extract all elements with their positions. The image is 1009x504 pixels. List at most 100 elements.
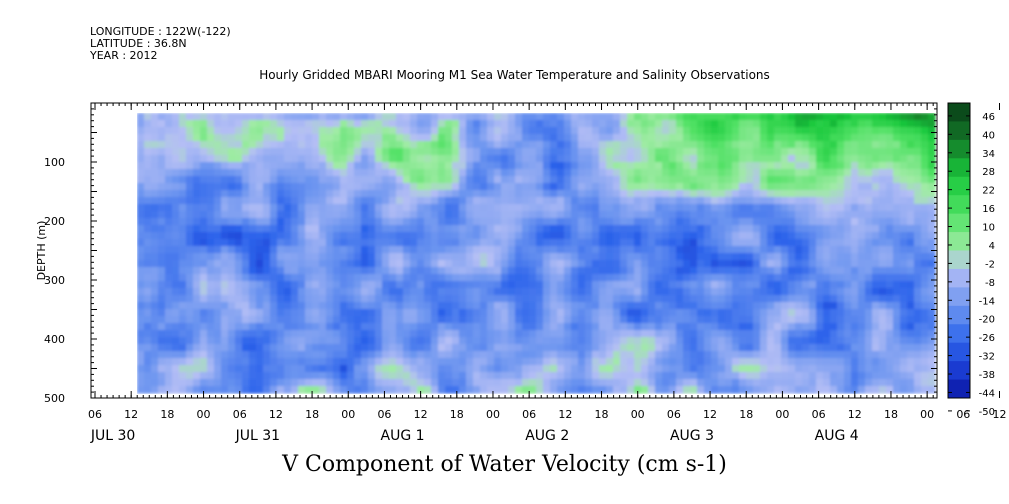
heatmap-cell [158, 302, 166, 310]
heatmap-cell [550, 169, 558, 177]
heatmap-cell [501, 302, 509, 310]
heatmap-cell [207, 225, 215, 233]
heatmap-cell [151, 337, 159, 345]
heatmap-cell [606, 288, 614, 296]
heatmap-cell [788, 204, 796, 212]
heatmap-cell [277, 190, 285, 198]
heatmap-cell [599, 246, 607, 254]
heatmap-cell [515, 344, 523, 352]
heatmap-cell [144, 351, 152, 359]
heatmap-cell [473, 169, 481, 177]
heatmap-cell [830, 316, 838, 324]
heatmap-cell [368, 162, 376, 170]
axes: 06 12 18 00 06 12 18 00 06 12 18 00 06 12 18 00 06 12 18 00… [35, 102, 1007, 444]
heatmap-cell [151, 134, 159, 142]
heatmap-cell [529, 260, 537, 268]
heatmap-cell [445, 246, 453, 254]
heatmap-cell [774, 197, 782, 205]
heatmap-cell [781, 267, 789, 275]
heatmap-cell [389, 267, 397, 275]
heatmap-cell [858, 267, 866, 275]
heatmap-cell [459, 344, 467, 352]
heatmap-cell [319, 155, 327, 163]
heatmap-cell [564, 239, 572, 247]
heatmap-cell [193, 274, 201, 282]
heatmap-cell [739, 155, 747, 163]
heatmap-cell [396, 337, 404, 345]
heatmap-cell [368, 330, 376, 338]
heatmap-cell [655, 197, 663, 205]
heatmap-cell [760, 309, 768, 317]
heatmap-cell [298, 190, 306, 198]
heatmap-cell [676, 337, 684, 345]
heatmap-cell [172, 211, 180, 219]
heatmap-cell [298, 176, 306, 184]
heatmap-cell [137, 274, 145, 282]
heatmap-cell [928, 260, 936, 268]
heatmap-cell [928, 323, 936, 331]
heatmap-cell [578, 281, 586, 289]
heatmap-cell [690, 183, 698, 191]
heatmap-cell [172, 323, 180, 331]
heatmap-cell [270, 190, 278, 198]
heatmap-cell [424, 288, 432, 296]
heatmap-cell [669, 127, 677, 135]
heatmap-cell [697, 232, 705, 240]
heatmap-cell [319, 134, 327, 142]
heatmap-cell [508, 365, 516, 373]
heatmap-cell [718, 162, 726, 170]
heatmap-cell [305, 183, 313, 191]
heatmap-cell [613, 267, 621, 275]
heatmap-cell [872, 330, 880, 338]
heatmap-cell [284, 253, 292, 261]
heatmap-cell [802, 295, 810, 303]
heatmap-cell [340, 169, 348, 177]
heatmap-cell [809, 141, 817, 149]
heatmap-cell [522, 155, 530, 163]
heatmap-cell [277, 365, 285, 373]
heatmap-cell [851, 183, 859, 191]
heatmap-cell [613, 337, 621, 345]
heatmap-cell [487, 288, 495, 296]
heatmap-cell [592, 337, 600, 345]
heatmap-cell [599, 253, 607, 261]
heatmap-cell [340, 295, 348, 303]
heatmap-cell [158, 316, 166, 324]
heatmap-cell [753, 162, 761, 170]
heatmap-cell [508, 232, 516, 240]
heatmap-cell [578, 183, 586, 191]
heatmap-cell [879, 155, 887, 163]
heatmap-cell [683, 134, 691, 142]
heatmap-cell [515, 148, 523, 156]
heatmap-cell [403, 316, 411, 324]
heatmap-cell [389, 253, 397, 261]
heatmap-cell [487, 155, 495, 163]
heatmap-cell [816, 169, 824, 177]
heatmap-cell [606, 323, 614, 331]
heatmap-cell [893, 120, 901, 128]
heatmap-cell [277, 113, 285, 121]
heatmap-cell [165, 225, 173, 233]
heatmap-cell [809, 337, 817, 345]
x-tick-label: 12 [703, 408, 717, 421]
heatmap-cell [207, 253, 215, 261]
heatmap-cell [291, 141, 299, 149]
heatmap-cell [263, 302, 271, 310]
heatmap-cell [690, 323, 698, 331]
heatmap-cell [536, 358, 544, 366]
heatmap-cell [487, 197, 495, 205]
heatmap-cell [711, 253, 719, 261]
heatmap-cell [333, 330, 341, 338]
heatmap-cell [711, 309, 719, 317]
heatmap-cell [144, 372, 152, 380]
heatmap-cell [137, 295, 145, 303]
heatmap-cell [326, 316, 334, 324]
heatmap-cell [487, 141, 495, 149]
heatmap-cell [207, 239, 215, 247]
heatmap-cell [529, 169, 537, 177]
heatmap-cell [746, 148, 754, 156]
heatmap-cell [753, 246, 761, 254]
heatmap-cell [242, 267, 250, 275]
heatmap-cell [718, 197, 726, 205]
heatmap-cell [186, 190, 194, 198]
